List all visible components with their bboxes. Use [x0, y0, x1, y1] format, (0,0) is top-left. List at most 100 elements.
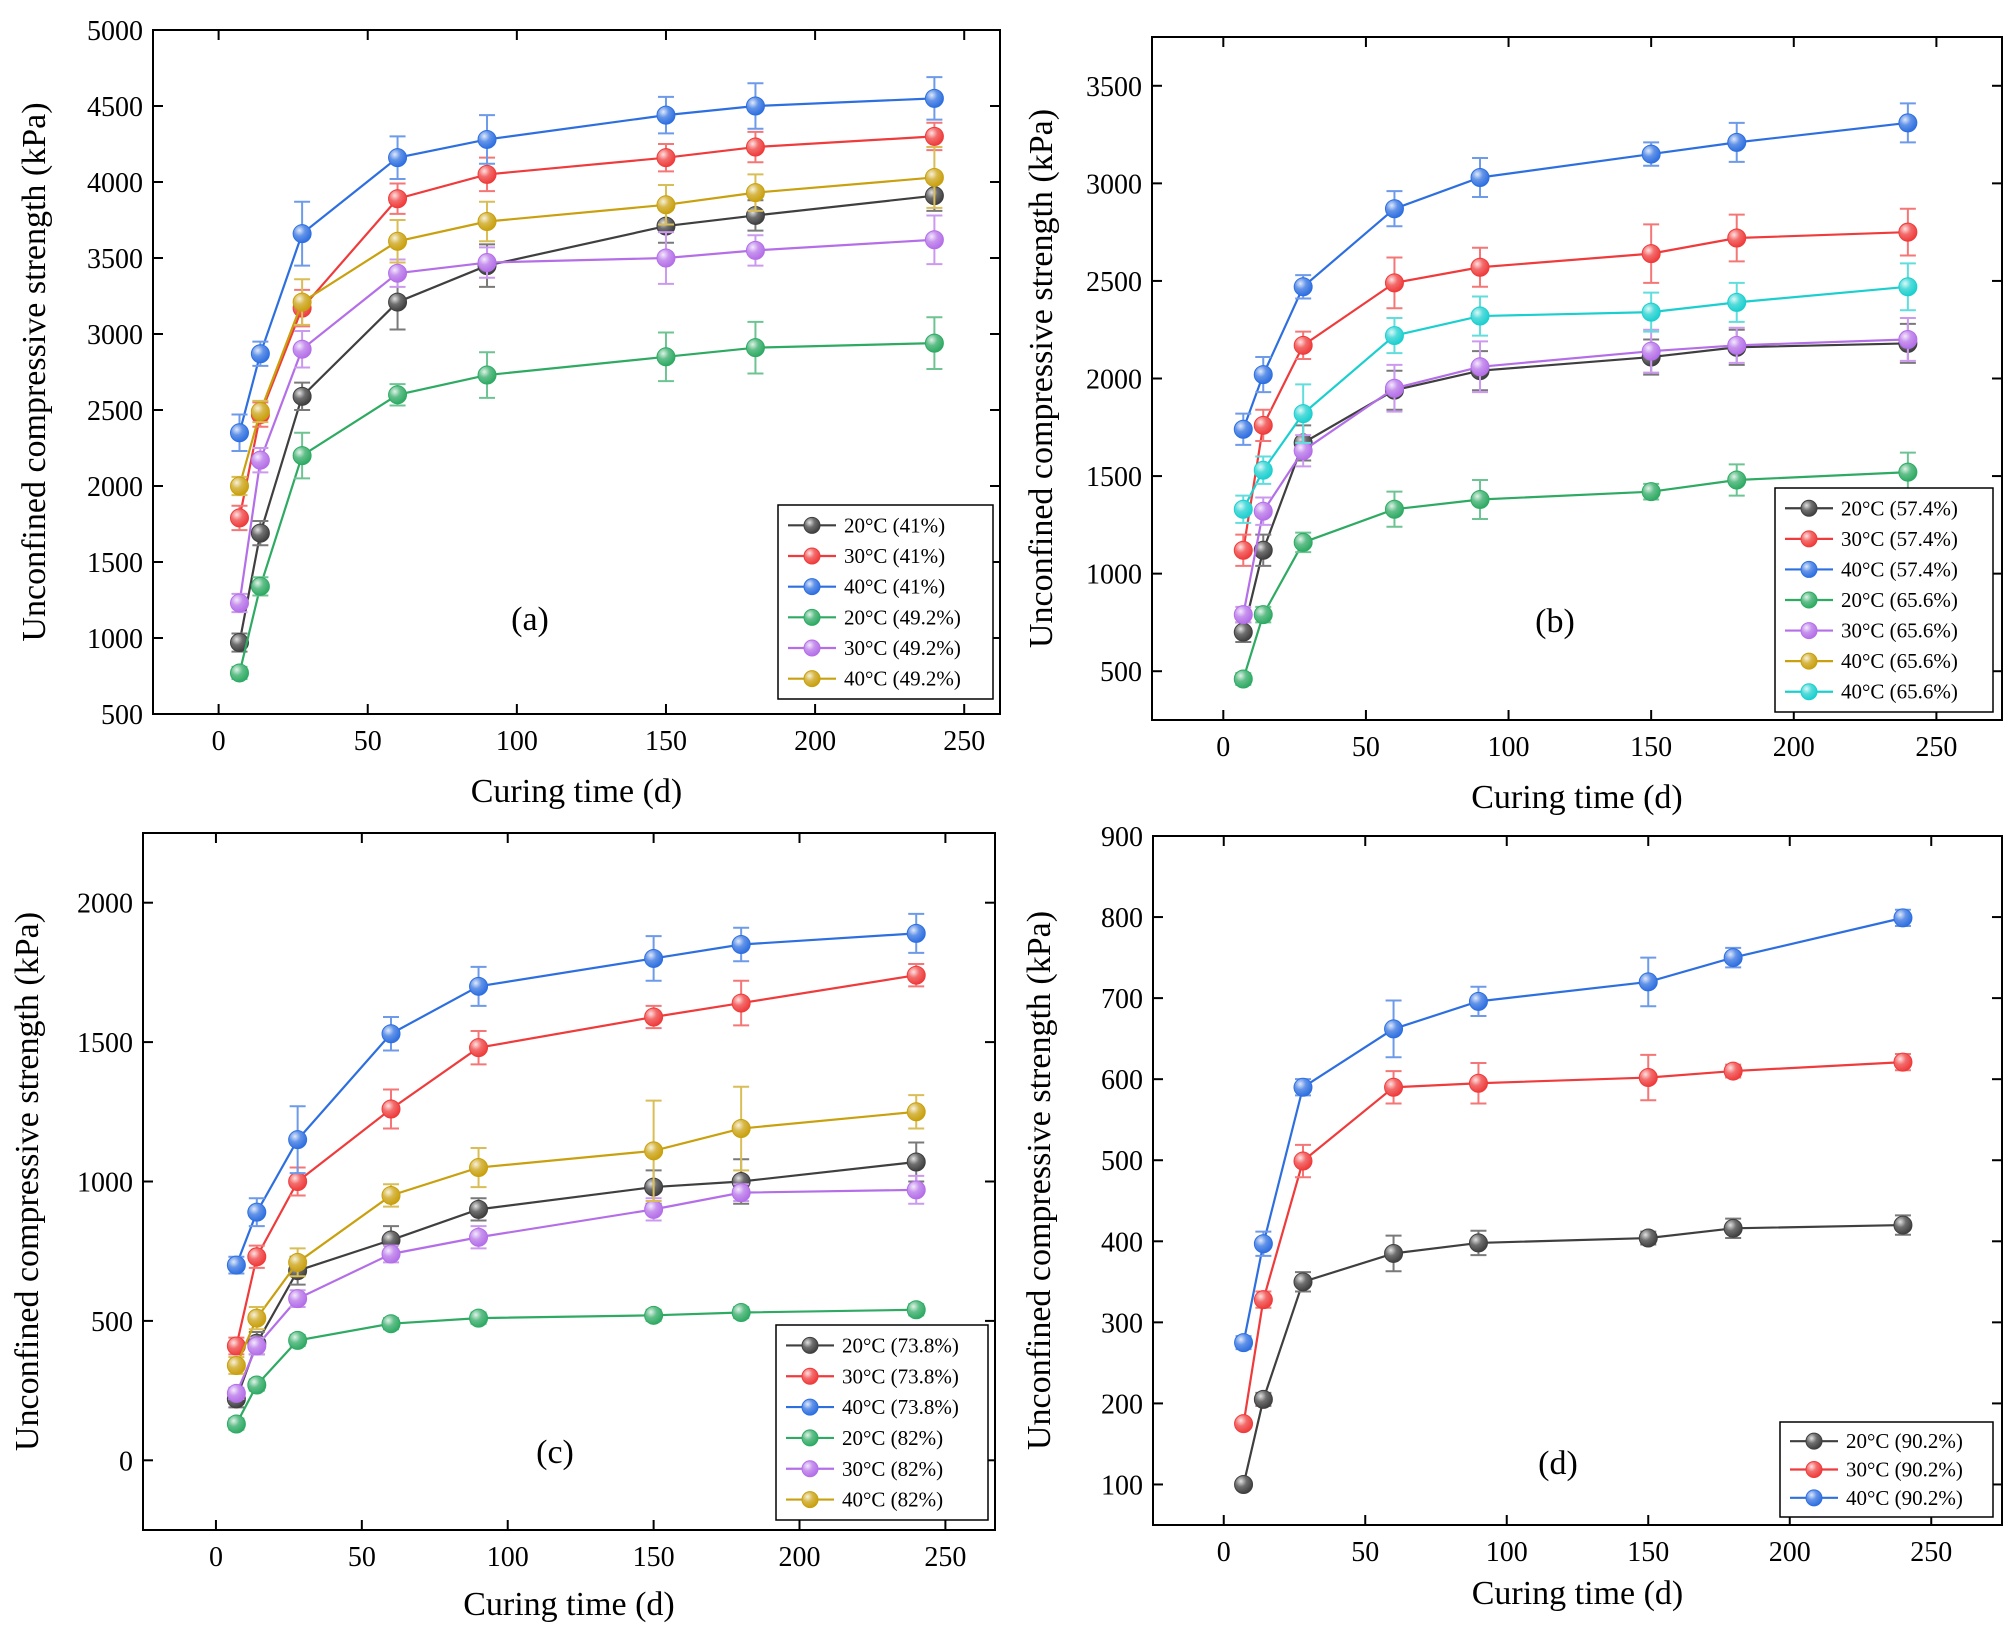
data-point — [1727, 292, 1747, 312]
x-tick-label: 150 — [1630, 732, 1672, 763]
y-tick-label: 3000 — [87, 320, 143, 351]
data-point — [1234, 1333, 1254, 1353]
x-axis-title: Curing time (d) — [1471, 779, 1683, 816]
data-point — [731, 935, 751, 955]
data-point — [469, 1038, 489, 1058]
x-tick-label: 250 — [1915, 732, 1957, 763]
data-point — [1468, 1233, 1488, 1253]
series-1 — [1234, 1052, 1913, 1434]
y-tick-label: 500 — [1100, 657, 1142, 688]
legend-label: 20°C (65.6%) — [1841, 588, 1958, 612]
data-point — [906, 965, 926, 985]
data-point — [469, 1158, 489, 1178]
data-point — [388, 263, 408, 283]
data-point — [731, 1303, 751, 1323]
data-point — [477, 365, 497, 385]
y-tick-label: 3500 — [87, 244, 143, 275]
data-point — [1723, 948, 1743, 968]
legend-label: 20°C (57.4%) — [1841, 496, 1958, 520]
data-point — [381, 1099, 401, 1119]
legend-marker — [801, 1398, 819, 1416]
data-point — [1384, 378, 1404, 398]
series-line — [238, 135, 935, 519]
data-point — [906, 923, 926, 943]
data-point — [288, 1252, 308, 1272]
y-tick-label: 500 — [1101, 1146, 1143, 1177]
data-point — [388, 385, 408, 405]
data-point — [656, 148, 676, 168]
legend-marker — [1800, 652, 1818, 670]
data-point — [1233, 669, 1253, 689]
data-point — [906, 1180, 926, 1200]
data-point — [1470, 168, 1490, 188]
legend: 20°C (57.4%) 30°C (57.4%) 40°C (57.4%) 20°C… — [1774, 487, 1994, 713]
data-point — [924, 167, 944, 187]
legend: 20°C (90.2%) 30°C (90.2%) 40°C (90.2%) — [1779, 1421, 1994, 1518]
y-axis-title: Unconfined compressive strength (kPa) — [9, 912, 46, 1451]
legend-marker — [1800, 683, 1818, 701]
x-tick-label: 0 — [212, 726, 226, 757]
series-line — [235, 974, 917, 1347]
y-tick-label: 200 — [1101, 1389, 1143, 1420]
data-point — [1384, 499, 1404, 519]
data-point — [388, 148, 408, 168]
y-tick-label: 2000 — [1086, 365, 1142, 396]
series-4 — [1233, 317, 1918, 625]
x-tick-label: 250 — [1910, 1537, 1952, 1568]
series-line — [238, 342, 935, 674]
data-point — [381, 1185, 401, 1205]
series-1 — [229, 121, 944, 532]
data-point — [1234, 1414, 1254, 1434]
data-point — [656, 248, 676, 268]
y-tick-label: 400 — [1101, 1227, 1143, 1258]
data-point — [1293, 1272, 1313, 1292]
legend-marker — [801, 1367, 819, 1385]
data-point — [656, 105, 676, 125]
legend-label: 20°C (49.2%) — [844, 605, 961, 629]
legend-label: 40°C (49.2%) — [844, 667, 961, 691]
y-tick-label: 100 — [1101, 1470, 1143, 1501]
legend: 20°C (73.8%) 30°C (73.8%) 40°C (73.8%) 20°C… — [775, 1324, 989, 1521]
x-tick-label: 250 — [943, 726, 985, 757]
plot-frame — [152, 29, 1001, 715]
data-point — [381, 1244, 401, 1264]
series-2 — [226, 912, 926, 1275]
data-point — [229, 423, 249, 443]
y-axis-title: Unconfined compressive strength (kPa) — [16, 102, 53, 641]
data-point — [388, 189, 408, 209]
data-point — [1234, 1474, 1254, 1494]
data-point — [1470, 257, 1490, 277]
data-point — [1468, 1073, 1488, 1093]
legend-marker — [1805, 1489, 1823, 1507]
data-point — [731, 1183, 751, 1203]
data-point — [1893, 1052, 1913, 1072]
data-point — [1893, 1215, 1913, 1235]
legend-label: 20°C (90.2%) — [1846, 1429, 1963, 1453]
legend-box — [775, 1324, 989, 1521]
y-tick-label: 900 — [1101, 822, 1143, 853]
legend-marker — [803, 578, 821, 596]
data-point — [1468, 991, 1488, 1011]
series-5 — [229, 146, 944, 497]
series-2 — [229, 76, 944, 453]
data-point — [1898, 113, 1918, 133]
y-tick-label: 2500 — [1086, 267, 1142, 298]
x-tick-label: 50 — [348, 1542, 376, 1573]
data-point — [1253, 1389, 1273, 1409]
data-point — [731, 1119, 751, 1139]
data-point — [1293, 1151, 1313, 1171]
data-point — [477, 253, 497, 273]
data-point — [1233, 622, 1253, 642]
data-point — [388, 231, 408, 251]
legend-label: 40°C (82%) — [842, 1488, 943, 1512]
panel-tag: (c) — [536, 1434, 574, 1471]
series-line — [1242, 231, 1908, 551]
chart-panel-b: 0 50 100 150 200 250 500 1000 1500 2000 2500 3000 35… — [1023, 36, 2003, 816]
x-tick-label: 200 — [779, 1542, 821, 1573]
x-tick-label: 200 — [794, 726, 836, 757]
legend-label: 30°C (82%) — [842, 1457, 943, 1481]
y-tick-label: 5000 — [87, 16, 143, 47]
data-point — [469, 1308, 489, 1328]
data-point — [1727, 470, 1747, 490]
data-point — [247, 1336, 267, 1356]
